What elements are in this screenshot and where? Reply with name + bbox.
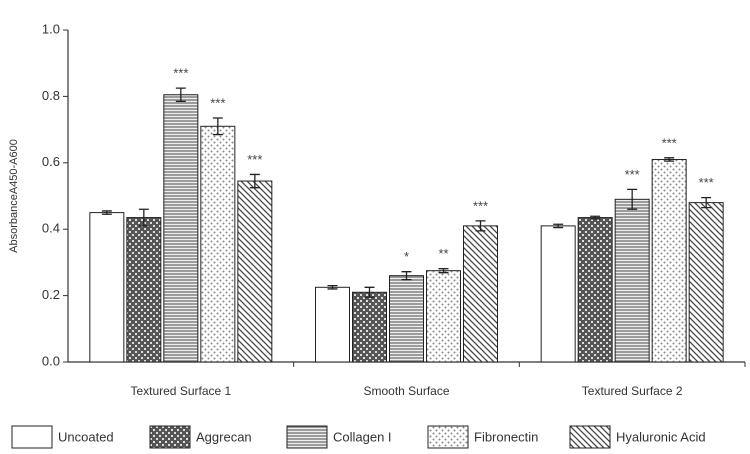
error-bar xyxy=(475,220,486,232)
bar xyxy=(540,225,576,363)
bar xyxy=(163,94,199,363)
bar xyxy=(614,198,650,363)
significance: *** xyxy=(625,167,640,182)
legend-label: Uncoated xyxy=(58,429,114,444)
legend-label: Hyaluronic Acid xyxy=(616,429,706,444)
bar xyxy=(237,180,273,363)
error-bar xyxy=(401,271,412,281)
legend-swatch xyxy=(569,425,611,449)
legend-label: Collagen I xyxy=(333,429,392,444)
significance: *** xyxy=(473,198,488,213)
bar xyxy=(389,275,424,363)
significance: ** xyxy=(438,246,448,261)
legend-swatch xyxy=(11,425,53,449)
bar xyxy=(577,217,613,363)
error-bar xyxy=(701,197,712,209)
legend-swatch xyxy=(427,425,469,449)
bar xyxy=(463,225,498,363)
x-tick-label: Textured Surface 1 xyxy=(130,384,231,398)
bar xyxy=(426,270,461,363)
y-tick-label: 0.4 xyxy=(42,221,60,236)
y-tick-label: 0.0 xyxy=(42,353,60,368)
bar xyxy=(89,212,125,363)
error-bar xyxy=(553,223,564,229)
y-tick-label: 0.6 xyxy=(42,154,60,169)
y-tick-label: 0.8 xyxy=(42,88,60,103)
error-bar xyxy=(664,157,675,162)
error-bar xyxy=(627,188,638,210)
significance: *** xyxy=(699,175,714,190)
legend-swatch xyxy=(286,425,328,449)
legend-swatch xyxy=(149,425,191,449)
significance: *** xyxy=(662,135,677,150)
legend-label: Aggrecan xyxy=(196,429,252,444)
error-bar xyxy=(249,173,260,189)
bar xyxy=(688,202,724,363)
significance: *** xyxy=(210,95,225,110)
error-bar xyxy=(438,268,449,274)
bar xyxy=(126,217,162,363)
bar xyxy=(651,158,687,363)
y-tick-label: 1.0 xyxy=(42,21,60,36)
bar xyxy=(315,286,350,363)
y-tick-label: 0.2 xyxy=(42,287,60,302)
significance: * xyxy=(404,249,409,264)
error-bar xyxy=(138,208,149,227)
significance: *** xyxy=(247,152,262,167)
x-tick-label: Textured Surface 2 xyxy=(582,384,683,398)
error-bar xyxy=(175,87,186,103)
x-tick-label: Smooth Surface xyxy=(363,384,449,398)
error-bar xyxy=(364,286,375,298)
error-bar xyxy=(590,215,601,220)
error-bar xyxy=(101,210,112,215)
significance: *** xyxy=(173,66,188,81)
bar xyxy=(352,291,387,363)
y-axis-label: AbsorbanceA450-A600 xyxy=(8,139,20,253)
error-bar xyxy=(327,284,338,290)
error-bar xyxy=(212,117,223,136)
bar xyxy=(200,125,236,363)
legend-label: Fibronectin xyxy=(474,429,538,444)
